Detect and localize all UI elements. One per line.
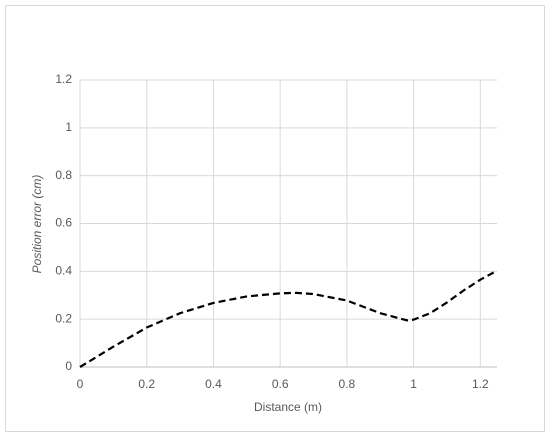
y-tick-label: 1.2 [55, 72, 72, 86]
x-tick-label: 0.2 [138, 377, 155, 391]
y-tick-label: 1 [65, 120, 72, 134]
x-tick-label: 0.6 [272, 377, 289, 391]
x-tick-label: 0 [77, 377, 84, 391]
y-tick-label: 0.2 [55, 311, 72, 325]
x-tick-label: 1.2 [472, 377, 489, 391]
y-axis-label: Position error (cm) [30, 175, 44, 274]
chart-frame [5, 5, 545, 432]
data-line [79, 271, 495, 368]
x-axis-label: Distance (m) [254, 400, 322, 414]
x-tick-label: 0.4 [205, 377, 222, 391]
y-tick-label: 0.4 [55, 264, 72, 278]
y-tick-label: 0.8 [55, 168, 72, 182]
x-tick-label: 0.8 [339, 377, 356, 391]
y-tick-label: 0 [65, 359, 72, 373]
x-tick-label: 1 [410, 377, 417, 391]
y-tick-label: 0.6 [55, 216, 72, 230]
